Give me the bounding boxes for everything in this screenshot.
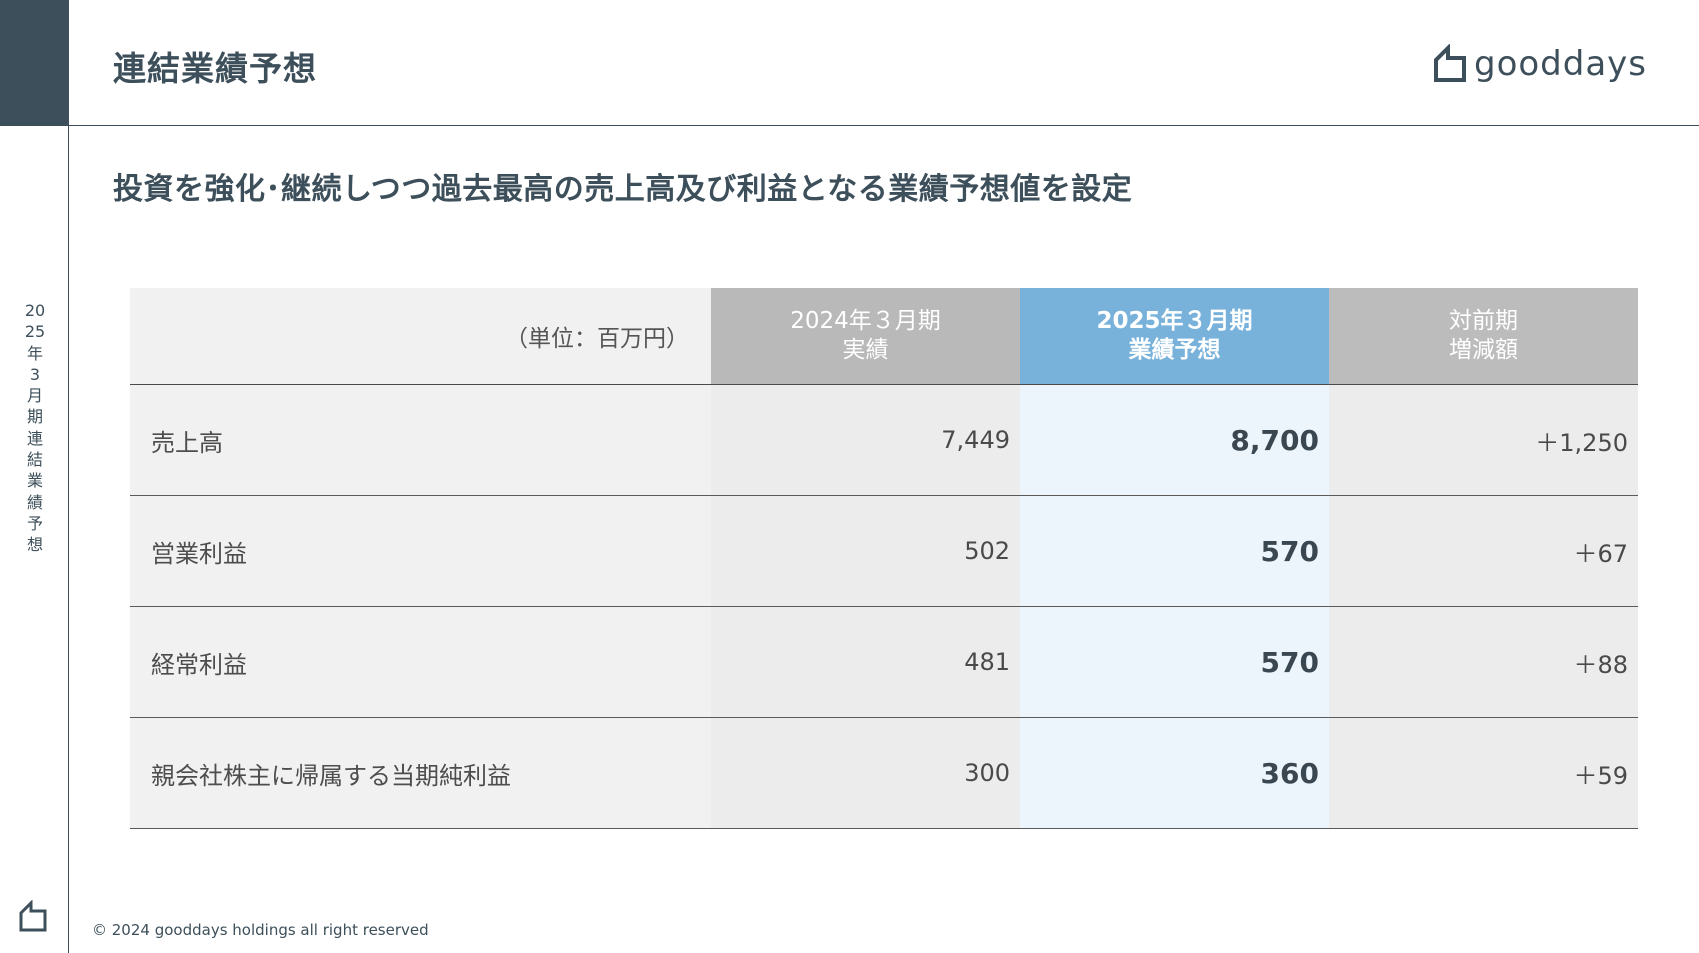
- column-header-line2: 増減額: [1449, 337, 1518, 363]
- table-row-net-sales: 売上高 7,449 8,700 ＋1,250: [130, 385, 1638, 496]
- table-row-operating-profit: 営業利益 502 570 ＋67: [130, 496, 1638, 607]
- prev-actual-value: 7,449: [711, 385, 1020, 495]
- column-header-line2: 業績予想: [1128, 337, 1221, 363]
- row-label: 営業利益: [130, 496, 711, 606]
- column-header-yoy-change: 対前期 増減額: [1329, 288, 1638, 384]
- unit-label: （単位：百万円）: [130, 288, 711, 384]
- change-value: ＋59: [1329, 718, 1638, 828]
- header-divider: [69, 125, 1699, 126]
- column-header-line2: 実績: [842, 337, 889, 363]
- change-value: ＋1,250: [1329, 385, 1638, 495]
- change-value: ＋88: [1329, 607, 1638, 717]
- row-label: 経常利益: [130, 607, 711, 717]
- row-label: 売上高: [130, 385, 711, 495]
- column-header-prev-actual: 2024年３月期 実績: [711, 288, 1020, 384]
- page-title: 連結業績予想: [113, 49, 317, 88]
- forecast-value: 8,700: [1020, 385, 1329, 495]
- footer-house-icon: [19, 900, 47, 932]
- table-header-row: （単位：百万円） 2024年３月期 実績 2025年３月期 業績予想 対前期 増…: [130, 288, 1638, 385]
- change-value: ＋67: [1329, 496, 1638, 606]
- forecast-value: 570: [1020, 607, 1329, 717]
- forecast-value: 570: [1020, 496, 1329, 606]
- table-row-ordinary-profit: 経常利益 481 570 ＋88: [130, 607, 1638, 718]
- row-label: 親会社株主に帰属する当期純利益: [130, 718, 711, 828]
- column-header-line1: 2024年３月期: [790, 308, 941, 334]
- table-row-net-income: 親会社株主に帰属する当期純利益 300 360 ＋59: [130, 718, 1638, 829]
- house-logo-icon: [1434, 44, 1466, 82]
- slide-subtitle: 投資を強化･継続しつつ過去最高の売上高及び利益となる業績予想値を設定: [113, 172, 1133, 207]
- brand-logo: gooddays: [1432, 44, 1647, 84]
- sidebar-divider: [68, 126, 69, 953]
- column-header-line1: 2025年３月期: [1096, 308, 1253, 334]
- column-header-line1: 対前期: [1449, 308, 1518, 334]
- forecast-value: 360: [1020, 718, 1329, 828]
- prev-actual-value: 502: [711, 496, 1020, 606]
- copyright-text: © 2024 gooddays holdings all right reser…: [92, 921, 429, 939]
- logo-text: gooddays: [1474, 44, 1648, 84]
- column-header-current-forecast: 2025年３月期 業績予想: [1020, 288, 1329, 384]
- corner-block: [0, 0, 69, 126]
- prev-actual-value: 300: [711, 718, 1020, 828]
- prev-actual-value: 481: [711, 607, 1020, 717]
- vertical-section-label: 2025年3月期連結業績予想: [24, 301, 46, 555]
- forecast-table: （単位：百万円） 2024年３月期 実績 2025年３月期 業績予想 対前期 増…: [130, 288, 1638, 829]
